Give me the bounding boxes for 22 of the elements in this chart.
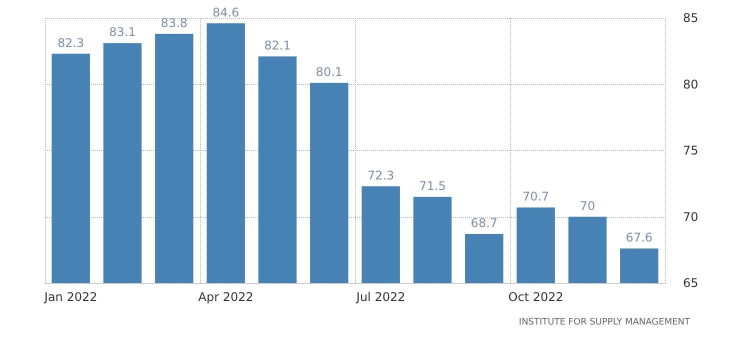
data-label: 71.5: [419, 178, 446, 193]
data-label: 72.3: [367, 168, 394, 182]
data-label: 82.3: [57, 36, 84, 50]
x-tick-label: Apr 2022: [198, 290, 254, 304]
x-tick-label: Oct 2022: [508, 290, 564, 304]
data-label: 70: [580, 198, 596, 213]
data-label: 67.6: [626, 230, 653, 245]
y-tick-label: 75: [683, 144, 698, 158]
data-label: 83.8: [160, 16, 188, 30]
data-label: 80.1: [316, 64, 343, 79]
y-tick-label: 70: [683, 210, 698, 224]
data-label: 82.1: [264, 38, 291, 52]
data-label: 84.6: [212, 5, 240, 20]
y-tick-label: 80: [683, 77, 698, 92]
x-tick-label: Jul 2022: [355, 290, 406, 304]
y-tick-label: 85: [683, 11, 698, 25]
y-tick-label: 65: [683, 276, 698, 290]
text: INSTITUTE FOR SUPPLY MANAGEMENT: [518, 318, 690, 328]
data-label: 70.7: [522, 189, 550, 204]
data-label: 68.7: [470, 216, 498, 230]
x-tick-label: Jan 2022: [43, 290, 98, 304]
data-label: 83.1: [109, 25, 136, 40]
